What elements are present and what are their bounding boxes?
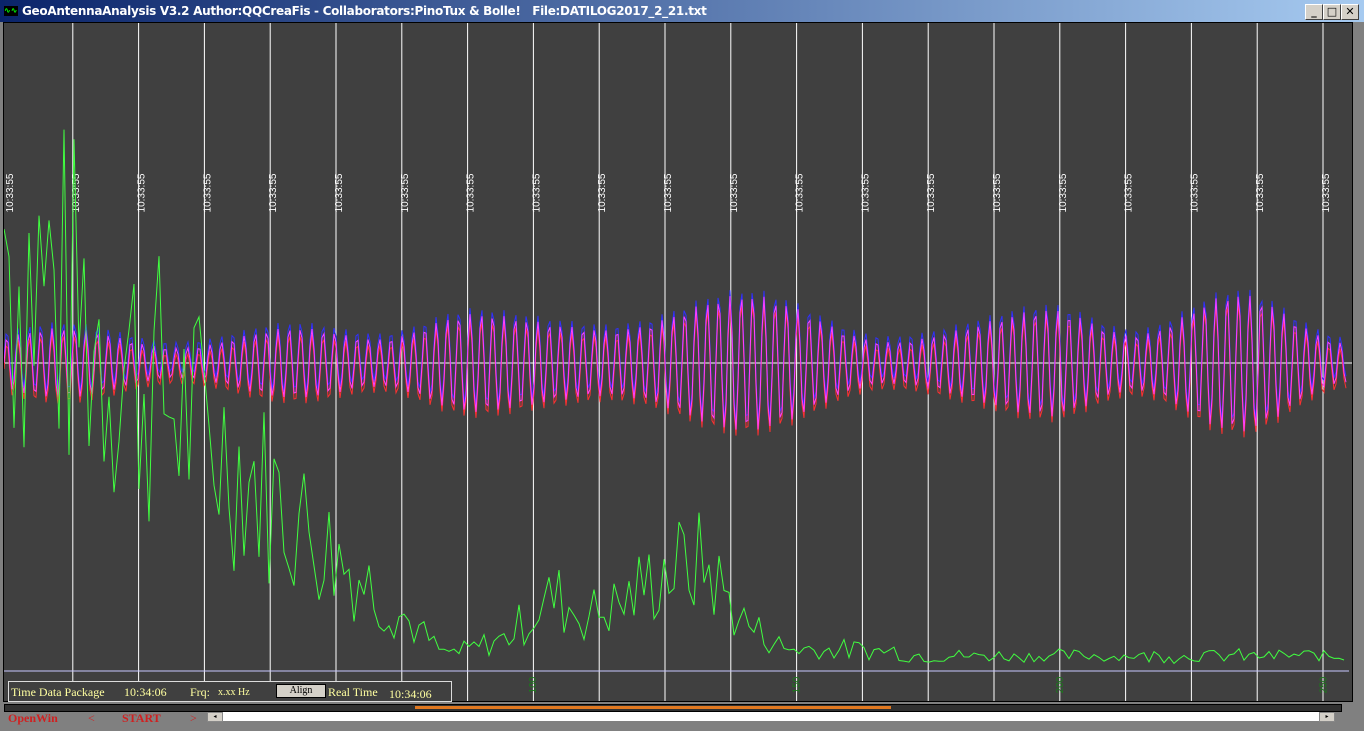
- time-label: 10:33:55: [1189, 173, 1200, 212]
- app-icon: ∿∿: [4, 6, 18, 16]
- time-label: 10:33:55: [334, 173, 345, 212]
- time-label: 10:33:55: [268, 173, 279, 212]
- prev-button[interactable]: <: [88, 711, 95, 725]
- time-label: 10:33:55: [1058, 173, 1069, 212]
- time-label: 10:33:55: [860, 173, 871, 212]
- x-tick-label: 250: [1319, 676, 1330, 693]
- channel-b-trace: [4, 289, 1347, 426]
- channel-mix-trace: [4, 295, 1347, 432]
- time-label: 10:33:55: [795, 173, 806, 212]
- real-time-label: Real Time: [328, 685, 378, 699]
- time-package-label: Time Data Package: [11, 685, 105, 699]
- time-label: 10:33:55: [729, 173, 740, 212]
- start-button[interactable]: START: [122, 711, 161, 725]
- horizontal-scrollbar[interactable]: ◂ ▸: [207, 712, 1335, 722]
- plot-svg: 10:33:55 10:33:55 10:33:55 10:33:55 10:33:55…: [4, 23, 1352, 701]
- progress-track: [4, 704, 1342, 712]
- time-label: 10:33:55: [1321, 173, 1332, 212]
- minimize-button[interactable]: _: [1305, 4, 1323, 20]
- time-label: 10:33:55: [466, 173, 477, 212]
- scroll-right-icon[interactable]: ▸: [1319, 712, 1335, 722]
- title-bar: ∿∿ GeoAntennaAnalysis V3.2 Author:QQCrea…: [0, 0, 1364, 22]
- frq-value: x.xx Hz: [218, 687, 250, 698]
- time-label: 10:33:55: [663, 173, 674, 212]
- time-label: 10:33:55: [202, 173, 213, 212]
- real-time-value: 10:34:06: [389, 687, 432, 701]
- time-label: 10:33:55: [992, 173, 1003, 212]
- spectrum-trace: [4, 129, 1345, 665]
- openwin-button[interactable]: OpenWin: [8, 711, 58, 725]
- x-tick-label: 200: [1055, 676, 1066, 693]
- x-tick-label: 150: [792, 676, 803, 693]
- time-label: 10:33:55: [400, 173, 411, 212]
- info-panel: Time Data Package 10:34:06 Frq: x.xx Hz …: [8, 681, 452, 702]
- signal-plot: 10:33:55 10:33:55 10:33:55 10:33:55 10:33:55…: [3, 22, 1353, 702]
- maximize-button[interactable]: □: [1323, 4, 1341, 20]
- scroll-left-icon[interactable]: ◂: [207, 712, 223, 722]
- align-button[interactable]: Align: [276, 684, 326, 698]
- time-label: 10:33:55: [1124, 173, 1135, 212]
- close-button[interactable]: ✕: [1341, 4, 1359, 20]
- time-label: 10:33:55: [71, 173, 82, 212]
- time-label: 10:33:55: [1255, 173, 1266, 212]
- next-button[interactable]: >: [190, 711, 197, 725]
- time-label: 10:33:55: [137, 173, 148, 212]
- time-package-value: 10:34:06: [124, 685, 167, 699]
- time-label: 10:33:55: [597, 173, 608, 212]
- progress-range: [415, 706, 891, 709]
- time-label: 10:33:55: [531, 173, 542, 212]
- frq-label: Frq:: [190, 685, 211, 699]
- window-title: GeoAntennaAnalysis V3.2 Author:QQCreaFis…: [22, 4, 707, 18]
- time-label: 10:33:55: [926, 173, 937, 212]
- time-label: 10:33:55: [5, 173, 16, 212]
- x-tick-label: 100: [528, 676, 539, 693]
